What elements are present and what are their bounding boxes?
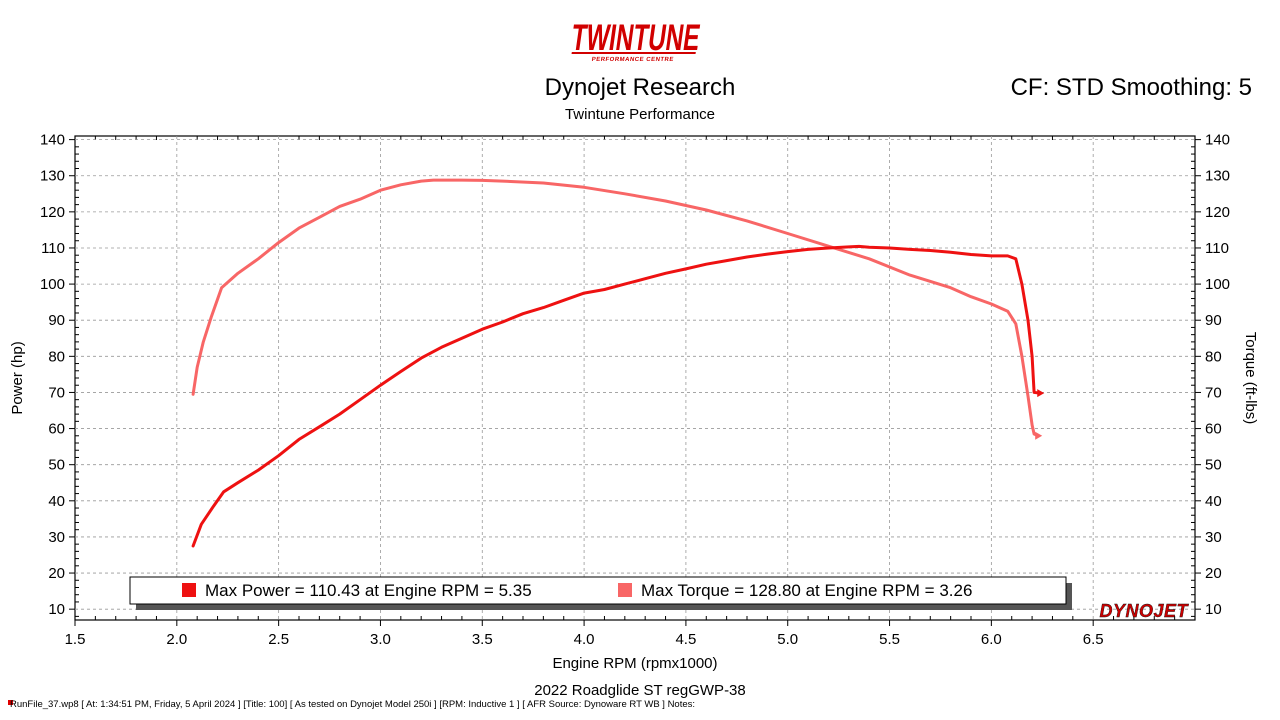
x-tick-label: 2.0 bbox=[166, 631, 187, 648]
y-tick-label: 50 bbox=[48, 457, 65, 474]
logo-tagline: PERFORMANCE CENTRE bbox=[591, 57, 674, 63]
y2-tick-label: 130 bbox=[1205, 168, 1230, 185]
y-tick-label: 40 bbox=[48, 493, 65, 510]
x-tick-label: 2.5 bbox=[268, 631, 289, 648]
y2-tick-label: 50 bbox=[1205, 457, 1222, 474]
y2-tick-label: 20 bbox=[1205, 565, 1222, 582]
chart-title: Dynojet Research bbox=[544, 74, 736, 101]
correction-factor-label: CF: STD Smoothing: 5 bbox=[1010, 74, 1252, 101]
y-tick-label: 70 bbox=[48, 384, 65, 401]
torque-end-marker bbox=[1035, 431, 1043, 440]
dynojet-brand-mark: DYNOJET bbox=[1099, 601, 1189, 621]
y-tick-label: 140 bbox=[40, 132, 65, 149]
run-file-info: RunFile_37.wp8 [ At: 1:34:51 PM, Friday,… bbox=[10, 699, 696, 710]
y-tick-label: 100 bbox=[40, 276, 65, 293]
y2-tick-label: 60 bbox=[1205, 421, 1222, 438]
y-tick-label: 10 bbox=[48, 601, 65, 618]
y-tick-label: 60 bbox=[48, 421, 65, 438]
y2-tick-label: 90 bbox=[1205, 312, 1222, 329]
y-tick-label: 110 bbox=[41, 240, 65, 257]
x-axis-title: Engine RPM (rpmx1000) bbox=[552, 655, 717, 672]
x-tick-label: 6.5 bbox=[1083, 631, 1104, 648]
y-axis-title: Power (hp) bbox=[9, 341, 26, 414]
logo-wordmark: TWINTUNE bbox=[570, 16, 703, 58]
y2-tick-label: 30 bbox=[1205, 529, 1222, 546]
y2-tick-label: 40 bbox=[1205, 493, 1222, 510]
x-tick-label: 5.0 bbox=[777, 631, 798, 648]
y2-tick-label: 110 bbox=[1205, 240, 1229, 257]
torque-series-line bbox=[191, 178, 1040, 438]
y2-tick-label: 70 bbox=[1205, 384, 1222, 401]
x-tick-label: 4.5 bbox=[675, 631, 696, 648]
x-tick-label: 1.5 bbox=[65, 631, 86, 648]
y-tick-label: 120 bbox=[40, 204, 65, 221]
plot-area bbox=[74, 135, 1196, 621]
chart-subtitle: Twintune Performance bbox=[564, 106, 716, 123]
power-legend-swatch bbox=[182, 583, 196, 597]
x-tick-label: 6.0 bbox=[981, 631, 1002, 648]
y2-axis-title: Torque (ft-lbs) bbox=[1242, 332, 1259, 425]
x-tick-label: 3.5 bbox=[472, 631, 493, 648]
run-title: 2022 Roadglide ST regGWP-38 bbox=[534, 682, 746, 699]
y2-tick-label: 120 bbox=[1205, 204, 1230, 221]
run-marker-icon bbox=[8, 700, 13, 705]
x-tick-label: 5.5 bbox=[879, 631, 900, 648]
y-tick-label: 30 bbox=[48, 529, 65, 546]
y-tick-label: 130 bbox=[40, 168, 65, 185]
power-legend-label: Max Power = 110.43 at Engine RPM = 5.35 bbox=[205, 581, 532, 600]
y-tick-label: 90 bbox=[48, 312, 65, 329]
x-tick-label: 3.0 bbox=[370, 631, 391, 648]
power-end-marker bbox=[1037, 389, 1045, 398]
x-tick-label: 4.0 bbox=[574, 631, 595, 648]
y-tick-label: 80 bbox=[48, 348, 65, 365]
y-tick-label: 20 bbox=[48, 565, 65, 582]
legend-box bbox=[129, 576, 1067, 605]
y2-tick-label: 10 bbox=[1205, 601, 1222, 618]
y2-tick-label: 80 bbox=[1205, 348, 1222, 365]
twintune-logo: TWINTUNE PERFORMANCE CENTRE bbox=[570, 16, 703, 63]
torque-legend-label: Max Torque = 128.80 at Engine RPM = 3.26 bbox=[641, 581, 972, 600]
torque-legend-swatch bbox=[618, 583, 632, 597]
y2-tick-label: 140 bbox=[1205, 132, 1230, 149]
y2-tick-label: 100 bbox=[1205, 276, 1230, 293]
power-series-line bbox=[191, 244, 1042, 548]
